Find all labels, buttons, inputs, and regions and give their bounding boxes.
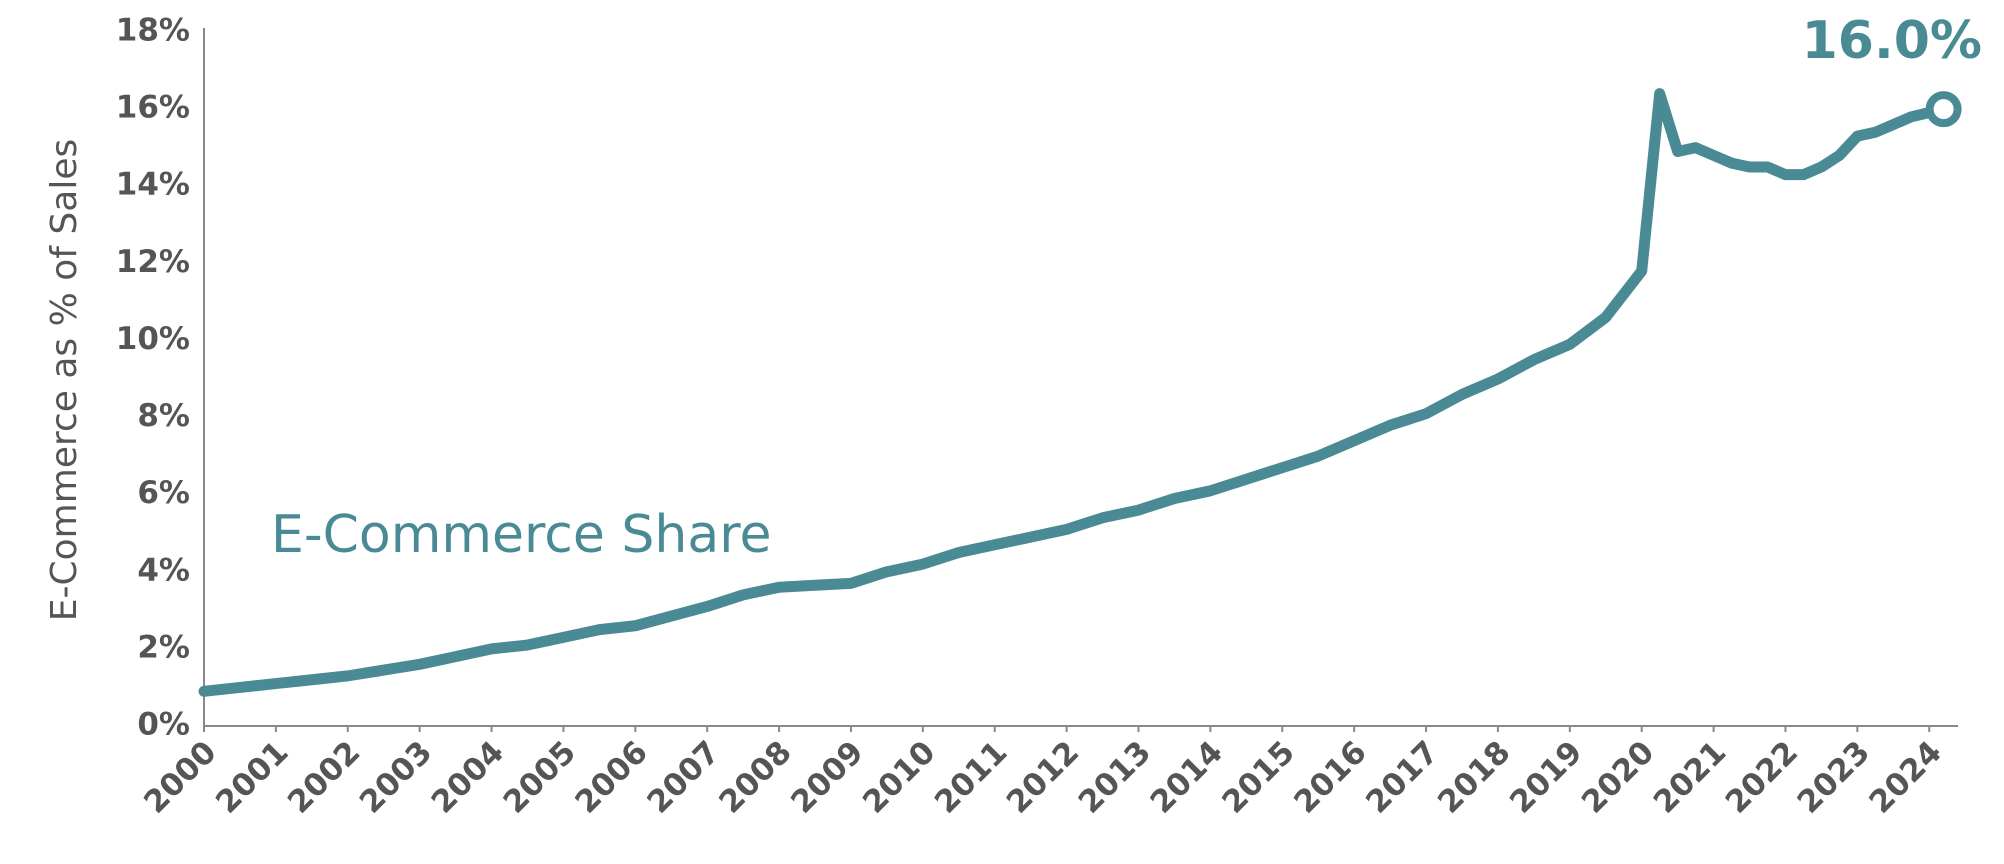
x-tick-label: 2005 [497, 734, 583, 820]
x-tick-label: 2000 [137, 734, 223, 820]
y-tick-label: 10% [116, 321, 190, 357]
y-tick-label: 6% [137, 475, 190, 511]
x-tick-label: 2001 [209, 734, 295, 820]
x-tick-label: 2020 [1575, 734, 1661, 820]
y-tick-label: 4% [137, 552, 190, 588]
x-tick-label: 2015 [1215, 734, 1301, 820]
x-tick-label: 2006 [569, 734, 655, 820]
end-point [1925, 91, 1962, 128]
y-tick-label: 12% [116, 244, 190, 280]
x-tick-label: 2003 [353, 734, 439, 820]
x-tick-label: 2016 [1287, 734, 1373, 820]
y-tick-label: 16% [116, 90, 190, 126]
x-tick-label: 2018 [1431, 734, 1517, 820]
end-label: 16.0% [1802, 11, 1982, 71]
x-tick-label: 2010 [856, 734, 942, 820]
x-tick-label: 2007 [640, 734, 726, 820]
x-tick-label: 2012 [1000, 734, 1086, 820]
x-tick-label: 2011 [928, 734, 1014, 820]
x-tick-label: 2017 [1359, 734, 1445, 820]
x-tick-label: 2019 [1503, 734, 1589, 820]
y-tick-label: 0% [137, 707, 190, 743]
y-tick-label: 2% [137, 629, 190, 665]
x-tick-label: 2004 [425, 734, 511, 820]
x-tick-label: 2024 [1862, 734, 1948, 820]
y-tick-label: 8% [137, 398, 190, 434]
x-tick-label: 2022 [1719, 734, 1805, 820]
x-tick-label: 2023 [1791, 734, 1877, 820]
x-tick-label: 2021 [1647, 734, 1733, 820]
y-axis-label: E-Commerce as % of Sales [44, 139, 85, 621]
x-tick-label: 2009 [784, 734, 870, 820]
x-tick-label: 2014 [1144, 734, 1230, 820]
x-tick-label: 2002 [281, 734, 367, 820]
y-tick-label: 18% [116, 13, 190, 49]
x-tick-label: 2013 [1072, 734, 1158, 820]
y-tick-label: 14% [116, 167, 190, 203]
x-tick-label: 2008 [712, 734, 798, 820]
series-label: E-Commerce Share [271, 505, 771, 565]
data-line [198, 88, 1950, 697]
